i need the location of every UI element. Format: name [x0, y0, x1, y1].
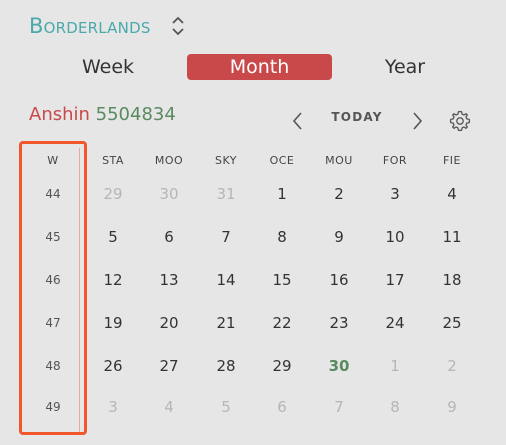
day-cell[interactable]: 26	[103, 357, 123, 375]
calendar-name[interactable]: Borderlands	[29, 14, 151, 38]
chevron-left-icon[interactable]	[290, 110, 306, 132]
day-cell[interactable]: 16	[329, 271, 349, 289]
week-number[interactable]: 47	[45, 316, 61, 330]
day-cell[interactable]: 8	[390, 398, 400, 416]
day-cell[interactable]: 21	[216, 314, 236, 332]
week-number[interactable]: 48	[45, 359, 61, 373]
chevron-right-icon[interactable]	[409, 110, 425, 132]
weekday-header-oce: OCE	[269, 154, 295, 167]
day-cell[interactable]: 20	[159, 314, 179, 332]
day-cell[interactable]: 1	[277, 185, 287, 203]
week-number[interactable]: 44	[45, 187, 61, 201]
day-cell[interactable]: 29	[103, 185, 123, 203]
weekday-header-moo: MOO	[154, 154, 184, 167]
weekday-header-fie: FIE	[442, 154, 462, 167]
week-column-divider	[79, 148, 80, 432]
day-cell[interactable]: 19	[103, 314, 123, 332]
view-year-button[interactable]: Year	[384, 56, 426, 78]
day-cell[interactable]: 15	[272, 271, 292, 289]
weekday-header-for: FOR	[382, 154, 408, 167]
day-cell[interactable]: 28	[216, 357, 236, 375]
day-cell[interactable]: 6	[277, 398, 287, 416]
day-cell[interactable]: 7	[221, 228, 231, 246]
day-cell[interactable]: 1	[390, 357, 400, 375]
day-cell[interactable]: 14	[216, 271, 236, 289]
day-cell[interactable]: 2	[447, 357, 457, 375]
day-cell[interactable]: 6	[164, 228, 174, 246]
day-cell[interactable]: 29	[272, 357, 292, 375]
day-cell[interactable]: 11	[442, 228, 462, 246]
day-cell[interactable]: 2	[334, 185, 344, 203]
day-cell[interactable]: 13	[159, 271, 179, 289]
week-number[interactable]: 45	[45, 230, 61, 244]
day-cell[interactable]: 25	[442, 314, 462, 332]
view-month-button[interactable]: Month	[187, 54, 332, 80]
day-cell[interactable]: 7	[334, 398, 344, 416]
year-number: 5504834	[95, 104, 176, 125]
day-cell[interactable]: 4	[164, 398, 174, 416]
day-cell[interactable]: 18	[442, 271, 462, 289]
day-cell[interactable]: 27	[159, 357, 179, 375]
month-name: Anshin	[29, 104, 90, 125]
day-cell[interactable]: 4	[447, 185, 457, 203]
view-week-button[interactable]: Week	[81, 56, 135, 78]
week-number-header: W	[47, 154, 59, 167]
day-cell[interactable]: 30	[159, 185, 179, 203]
day-cell[interactable]: 22	[272, 314, 292, 332]
gear-icon[interactable]	[448, 109, 472, 133]
day-cell[interactable]: 3	[390, 185, 400, 203]
day-cell[interactable]: 3	[108, 398, 118, 416]
week-number[interactable]: 49	[45, 400, 61, 414]
day-cell[interactable]: 17	[385, 271, 405, 289]
weekday-header-sta: STA	[102, 154, 124, 167]
day-cell[interactable]: 5	[221, 398, 231, 416]
day-cell[interactable]: 12	[103, 271, 123, 289]
week-number[interactable]: 46	[45, 273, 61, 287]
today-button[interactable]: TODAY	[331, 110, 383, 124]
day-cell-today[interactable]: 30	[328, 357, 350, 375]
weekday-header-sky: SKY	[214, 154, 238, 167]
day-cell[interactable]: 9	[447, 398, 457, 416]
weekday-header-mou: MOU	[325, 154, 353, 167]
day-cell[interactable]: 9	[334, 228, 344, 246]
week-column-highlight	[19, 141, 87, 435]
day-cell[interactable]: 5	[108, 228, 118, 246]
day-cell[interactable]: 31	[216, 185, 236, 203]
day-cell[interactable]: 8	[277, 228, 287, 246]
day-cell[interactable]: 10	[385, 228, 405, 246]
chevron-updown-icon[interactable]	[170, 14, 186, 38]
day-cell[interactable]: 24	[385, 314, 405, 332]
day-cell[interactable]: 23	[329, 314, 349, 332]
month-title: Anshin 5504834	[29, 104, 176, 125]
calendar-header: Borderlands	[29, 10, 151, 42]
